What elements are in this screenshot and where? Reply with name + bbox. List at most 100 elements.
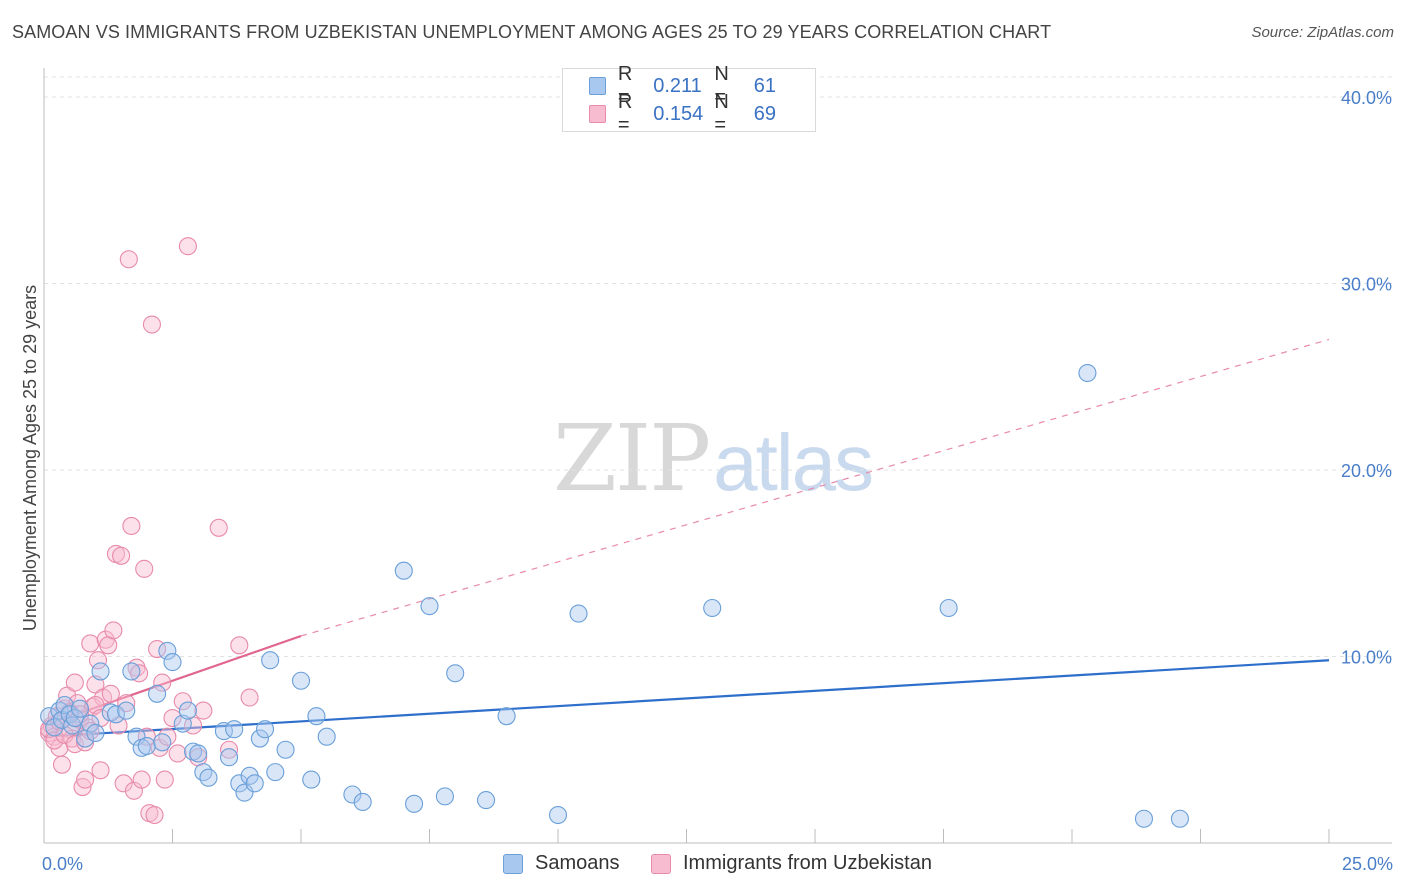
r-value: 0.154 — [653, 102, 704, 125]
point-samoans — [291, 671, 311, 690]
r-label: R = — [617, 91, 633, 136]
point-samoans — [70, 699, 90, 718]
point-samoans — [276, 740, 295, 759]
point-uzbekistan — [104, 621, 123, 640]
chart-title: SAMOAN VS IMMIGRANTS FROM UZBEKISTAN UNE… — [12, 22, 1052, 42]
point-samoans — [235, 783, 254, 802]
point-samoans — [405, 794, 424, 813]
point-uzbekistan — [168, 744, 187, 763]
trend-lines — [43, 338, 1330, 738]
point-samoans — [45, 718, 64, 737]
correlation-legend: R = 0.211 N = 61 R = 0.154 N = 69 — [562, 63, 816, 136]
point-uzbekistan — [76, 770, 95, 789]
y-tick-label: 30.0% — [1341, 275, 1392, 295]
trend-line-uzbekistan-extended — [300, 338, 1330, 637]
n-value: 69 — [753, 102, 777, 125]
point-uzbekistan — [55, 725, 74, 744]
point-samoans — [497, 707, 516, 726]
axes — [43, 68, 1392, 844]
n-value: 61 — [753, 74, 777, 97]
point-uzbekistan — [173, 692, 192, 711]
point-uzbekistan — [122, 516, 141, 536]
point-uzbekistan — [52, 755, 72, 774]
point-samoans — [1078, 363, 1097, 383]
tick-labels: 10.0% 20.0% 30.0% 40.0% 0.0% 25.0% — [42, 88, 1393, 874]
point-uzbekistan — [158, 727, 177, 746]
uzbekistan-swatch — [589, 105, 606, 123]
point-samoans — [266, 763, 285, 782]
point-uzbekistan — [132, 770, 151, 789]
x-tick-label: 0.0% — [42, 854, 83, 874]
point-samoans — [1170, 809, 1189, 828]
point-samoans — [353, 792, 372, 812]
point-samoans — [86, 723, 105, 743]
legend-row-samoans: R = 0.211 N = 61 — [589, 63, 815, 108]
point-samoans — [194, 763, 213, 782]
point-uzbekistan — [91, 761, 110, 780]
point-samoans — [178, 701, 197, 720]
point-samoans — [261, 651, 280, 670]
source-label: Source: ZipAtlas.com — [1251, 24, 1394, 41]
point-uzbekistan — [153, 673, 172, 692]
n-label: N = — [714, 63, 729, 108]
point-uzbekistan — [65, 673, 84, 692]
gridlines — [44, 76, 1392, 657]
point-uzbekistan — [114, 774, 133, 793]
point-uzbekistan — [145, 805, 164, 825]
point-samoans — [117, 701, 136, 720]
point-samoans — [127, 727, 146, 746]
legend-row-uzbekistan: R = 0.154 N = 69 — [589, 91, 815, 136]
y-axis-label: Unemployment Among Ages 25 to 29 years — [20, 285, 40, 631]
point-samoans — [245, 774, 264, 793]
legend-label: Immigrants from Uzbekistan — [683, 852, 932, 874]
point-samoans — [476, 791, 496, 810]
point-samoans — [137, 736, 156, 756]
point-samoans — [343, 785, 362, 804]
r-label: R = — [617, 63, 633, 108]
legend-item-uzbekistan[interactable]: Immigrants from Uzbekistan — [651, 852, 932, 875]
point-uzbekistan — [142, 315, 161, 334]
y-tick-label: 10.0% — [1341, 648, 1392, 668]
point-samoans — [317, 727, 336, 746]
point-uzbekistan — [209, 518, 228, 537]
point-samoans — [106, 705, 126, 724]
point-samoans — [158, 641, 177, 660]
point-samoans — [1134, 809, 1154, 828]
legend-item-samoans[interactable]: Samoans — [503, 852, 620, 875]
point-samoans — [122, 662, 141, 681]
point-uzbekistan — [81, 634, 100, 653]
point-samoans — [91, 662, 110, 681]
point-uzbekistan — [119, 250, 138, 269]
watermark: ZIPatlas — [553, 405, 874, 512]
uzbekistan-swatch — [651, 853, 671, 874]
point-samoans — [435, 787, 454, 806]
point-samoans — [569, 604, 588, 623]
n-label: N = — [714, 91, 729, 136]
point-uzbekistan — [240, 688, 259, 707]
point-uzbekistan — [163, 708, 182, 728]
samoans-swatch — [503, 853, 523, 874]
watermark-zip: ZIP — [553, 405, 711, 512]
point-samoans — [189, 744, 208, 763]
point-uzbekistan — [88, 651, 108, 670]
point-samoans — [446, 664, 465, 683]
point-uzbekistan — [45, 731, 64, 750]
point-samoans — [394, 561, 413, 580]
point-samoans — [219, 748, 239, 767]
point-uzbekistan — [230, 636, 249, 655]
point-uzbekistan — [155, 770, 174, 789]
point-samoans — [55, 695, 74, 715]
point-uzbekistan — [112, 546, 131, 565]
point-uzbekistan — [194, 701, 213, 720]
legend-label: Samoans — [535, 852, 620, 874]
x-tick-label: 25.0% — [1342, 854, 1393, 874]
point-samoans — [81, 714, 100, 733]
point-uzbekistan — [178, 237, 197, 256]
point-uzbekistan — [130, 664, 149, 683]
point-samoans — [230, 774, 249, 793]
point-samoans — [255, 720, 275, 739]
point-samoans — [703, 598, 722, 618]
point-samoans — [420, 597, 439, 616]
trend-line-uzbekistan — [43, 634, 302, 727]
